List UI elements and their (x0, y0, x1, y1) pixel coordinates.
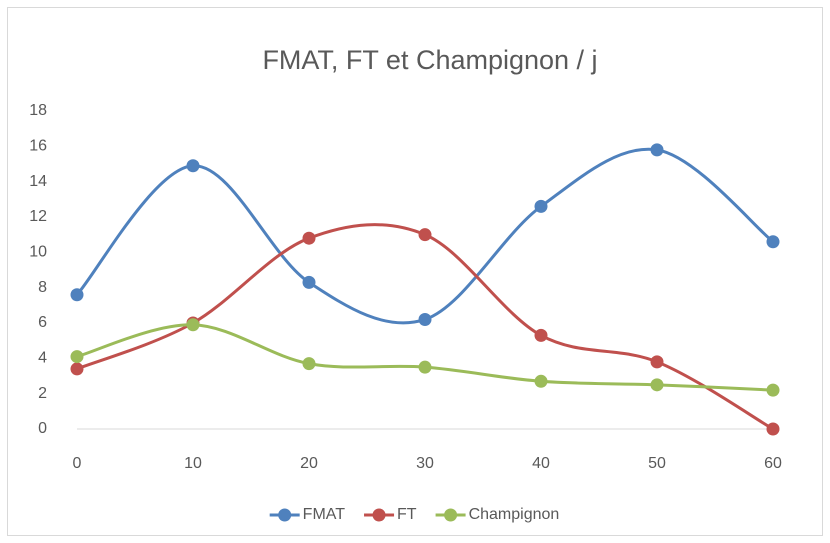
legend-label: Champignon (469, 506, 560, 523)
data-point (418, 360, 432, 374)
y-tick-label: 18 (29, 102, 47, 119)
data-point (302, 275, 316, 289)
data-point (534, 374, 548, 388)
legend-label: FT (397, 506, 417, 523)
data-point (70, 350, 84, 364)
data-point (302, 357, 316, 371)
data-point (650, 143, 664, 157)
data-point (418, 228, 432, 242)
data-point (186, 159, 200, 173)
chart-border (7, 7, 823, 536)
data-point (186, 318, 200, 332)
x-tick-label: 60 (764, 455, 782, 472)
legend-label: FMAT (303, 506, 346, 523)
x-tick-label: 40 (532, 455, 550, 472)
y-tick-label: 6 (38, 314, 47, 331)
y-tick-label: 0 (38, 420, 47, 437)
x-tick-label: 50 (648, 455, 666, 472)
y-tick-label: 8 (38, 279, 47, 296)
y-tick-label: 12 (29, 208, 47, 225)
data-point (534, 199, 548, 213)
data-point (70, 362, 84, 376)
y-tick-label: 4 (38, 350, 47, 367)
data-point (70, 288, 84, 302)
chart-title: FMAT, FT et Champignon / j (262, 45, 597, 75)
data-point (766, 235, 780, 249)
x-tick-label: 10 (184, 455, 202, 472)
data-point (302, 231, 316, 245)
y-tick-label: 10 (29, 244, 47, 261)
data-point (650, 378, 664, 392)
x-tick-label: 0 (73, 455, 82, 472)
data-point (650, 355, 664, 369)
data-point (418, 312, 432, 326)
data-point (766, 383, 780, 397)
x-tick-label: 30 (416, 455, 434, 472)
data-point (534, 328, 548, 342)
y-tick-label: 14 (29, 173, 47, 190)
legend-marker (444, 508, 458, 522)
data-point (766, 422, 780, 436)
x-tick-label: 20 (300, 455, 318, 472)
legend-marker (372, 508, 386, 522)
legend-marker (278, 508, 292, 522)
y-tick-label: 16 (29, 138, 47, 155)
y-tick-label: 2 (38, 385, 47, 402)
